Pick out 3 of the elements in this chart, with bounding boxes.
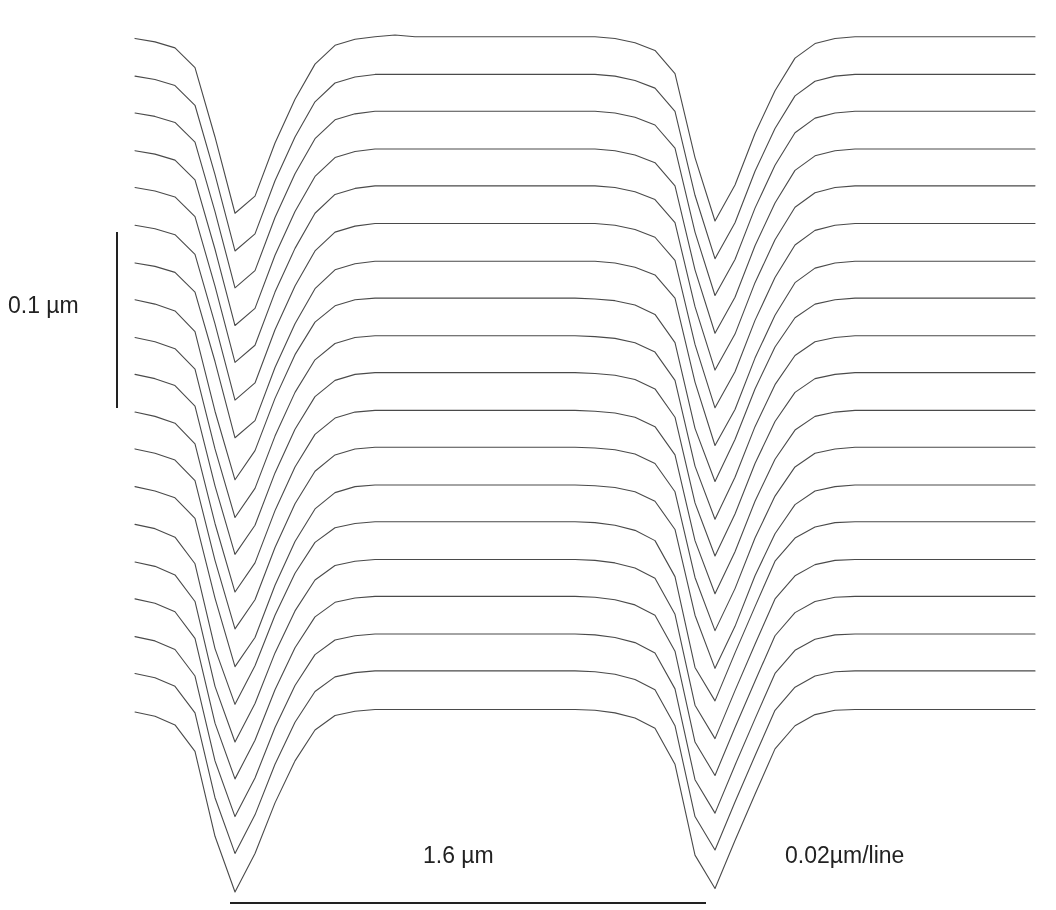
annotation: 0.02µm/line: [785, 842, 905, 869]
annotation: 1.6 µm: [423, 842, 494, 869]
text: 0.1 µm: [8, 292, 79, 319]
